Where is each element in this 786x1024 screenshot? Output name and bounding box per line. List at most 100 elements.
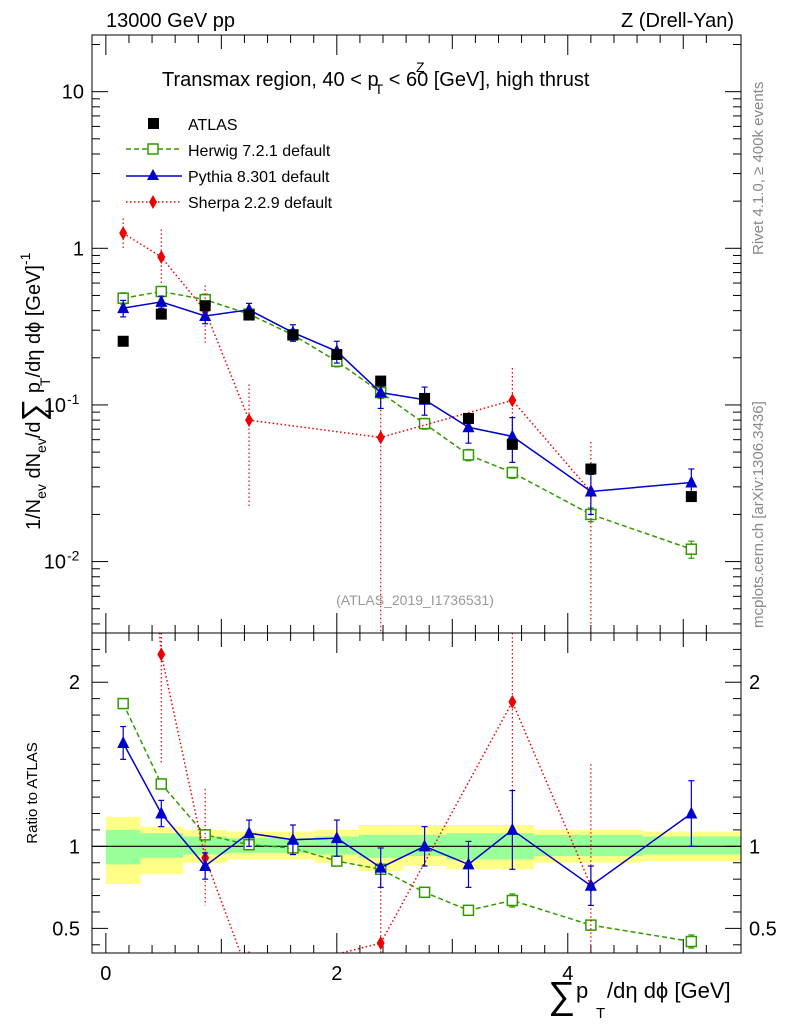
legend-pythia-marker [147, 169, 159, 180]
atlas-point [199, 300, 211, 312]
herwig-point [418, 417, 431, 430]
ylabel-mid: dN [23, 453, 45, 484]
atlas-point [585, 463, 597, 475]
legend-pythia: Pythia 8.301 default [126, 169, 330, 186]
ratio-herwig-point [462, 904, 475, 917]
legend-sherpa-label: Sherpa 2.2.9 default [188, 195, 333, 212]
ratio-pythia-point [418, 839, 431, 852]
ratio-y-label: Ratio to ATLAS [24, 742, 41, 843]
pythia-point [584, 484, 597, 497]
pythia-point [462, 420, 475, 433]
title-end: < 60 [GeV], high thrust [383, 69, 590, 91]
herwig-point [462, 449, 475, 461]
ratio-panel: 0.5 0.5 1 1 2 2 0 2 4 Ratio to ATLAS [24, 632, 777, 985]
legend-sherpa: Sherpa 2.2.9 default [126, 195, 333, 212]
atlas-point [462, 412, 474, 424]
ratio-herwig-point [685, 935, 698, 948]
header-left: 13000 GeV pp [106, 10, 235, 32]
sherpa-point [119, 226, 128, 241]
sherpa-point [245, 413, 254, 428]
sherpa-point [157, 249, 166, 264]
ratio-pythia-point [243, 826, 256, 839]
x-axis-label: ∑ p T /dη dϕ [GeV] [548, 975, 731, 1022]
ratio-pythia-point [117, 735, 130, 748]
ylabel-tail: /dη dϕ [GeV] [23, 265, 45, 377]
pythia-point [506, 429, 519, 442]
pythia-point [117, 301, 130, 314]
title-sub: T [375, 81, 384, 97]
ratio-pythia-point [155, 806, 168, 819]
ratio-pythia-point [462, 857, 475, 870]
title-sup: Z [416, 59, 425, 75]
plot-title: Transmax region, 40 < pT < 60 [GeV], hig… [162, 59, 590, 97]
main-ytick-label: 10 [44, 395, 66, 417]
herwig-point [685, 543, 698, 555]
sherpa-point [376, 430, 385, 445]
ratio-herwig-line [122, 703, 692, 943]
pythia-point [199, 308, 212, 321]
main-ytick-exponent: -2 [67, 548, 80, 564]
ratio-herwig-point [418, 886, 431, 899]
ylabel-sum: ∑ [15, 399, 51, 422]
ratio-sherpa-point [376, 936, 385, 951]
herwig-line [123, 290, 692, 550]
atlas-point [117, 335, 129, 347]
ratio-pythia-point [199, 859, 212, 872]
atlas-point [331, 348, 343, 360]
atlas-point [375, 375, 387, 387]
ratio-ytick-label-right: 1 [749, 836, 760, 858]
ratio-herwig-point [117, 697, 129, 710]
ratio-ytick-label: 1 [69, 836, 80, 858]
legend-herwig: Herwig 7.2.1 default [126, 143, 331, 160]
main-ytick-label: 10 [62, 82, 84, 104]
ylabel-exp: -1 [17, 252, 33, 265]
atlas-point [506, 438, 518, 450]
main-series [117, 218, 698, 633]
x-tick-label: 0 [100, 963, 111, 985]
ylabel-ev: ev [33, 484, 49, 499]
ylabel-p: p [23, 382, 45, 399]
atlas-point [155, 308, 167, 320]
ratio-pythia-line [122, 742, 692, 887]
xlabel-p: p [576, 978, 588, 1003]
ylabel-d: /d [23, 421, 45, 438]
ratio-band-inner [140, 833, 184, 858]
legend: ATLAS Herwig 7.2.1 default Pythia 8.301 … [126, 117, 333, 212]
ratio-band-inner [534, 834, 643, 857]
ratio-axis-ticks: 0.5 0.5 1 1 2 2 0 2 4 [52, 633, 777, 985]
pythia-point [374, 385, 387, 398]
ratio-ytick-label: 2 [69, 672, 80, 694]
main-y-label: 1/Nev dNev/d∑ pT/dη dϕ [GeV]-1 [15, 252, 53, 530]
pythia-point [685, 475, 698, 488]
main-ytick-label: 1 [73, 238, 84, 260]
svg-text:1/Nev dNev/d∑ pT/dη dϕ [GeV]-: 1/Nev dNev/d∑ pT/dη dϕ [GeV]-1 [15, 252, 53, 530]
atlas-point [685, 491, 697, 503]
atlas-point [287, 329, 299, 341]
ratio-herwig-point [331, 855, 343, 867]
ylabel-main: 1/N [23, 499, 45, 530]
ylabel-T: T [37, 377, 53, 386]
ratio-sherpa-point [508, 694, 517, 709]
main-ytick-label: 10 [44, 552, 66, 574]
pythia-line [123, 301, 692, 493]
legend-herwig-label: Herwig 7.2.1 default [188, 143, 331, 160]
mcplots-label: mcplots.cern.ch [arXiv:1306.3436] [750, 401, 767, 628]
legend-atlas-marker [148, 118, 159, 129]
sherpa-line [122, 232, 592, 493]
x-tick-label: 4 [562, 963, 573, 985]
herwig-point [506, 466, 519, 479]
rivet-label: Rivet 4.1.0, ≥ 400k events [750, 82, 767, 255]
legend-sherpa-marker [149, 195, 157, 209]
ratio-pythia-point [506, 822, 519, 835]
ylabel-ev2: ev [33, 438, 49, 453]
main-ytick-exponent: -1 [67, 391, 80, 407]
analysis-watermark: (ATLAS_2019_I1736531) [336, 592, 494, 608]
legend-atlas-label: ATLAS [188, 117, 238, 134]
ratio-ytick-label: 0.5 [52, 918, 80, 940]
ratio-pythia-point [330, 831, 343, 844]
ratio-pythia-point [374, 860, 387, 873]
header-right: Z (Drell-Yan) [621, 10, 734, 32]
